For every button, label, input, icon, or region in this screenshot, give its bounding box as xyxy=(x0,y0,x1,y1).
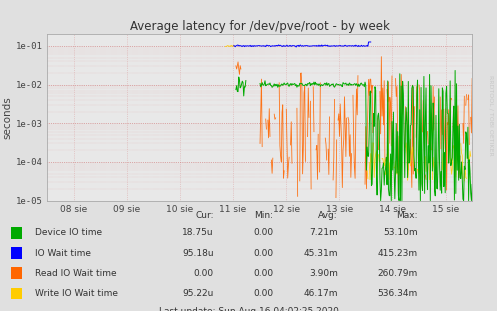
Text: Last update: Sun Aug 16 04:02:25 2020: Last update: Sun Aug 16 04:02:25 2020 xyxy=(159,307,338,311)
Text: Device IO time: Device IO time xyxy=(35,228,102,237)
Text: Read IO Wait time: Read IO Wait time xyxy=(35,269,116,278)
Text: 45.31m: 45.31m xyxy=(304,248,338,258)
Text: Avg:: Avg: xyxy=(319,211,338,220)
Text: Min:: Min: xyxy=(254,211,273,220)
Text: Cur:: Cur: xyxy=(195,211,214,220)
Title: Average latency for /dev/pve/root - by week: Average latency for /dev/pve/root - by w… xyxy=(130,20,390,33)
Text: 7.21m: 7.21m xyxy=(309,228,338,237)
Text: 53.10m: 53.10m xyxy=(383,228,417,237)
Text: 95.18u: 95.18u xyxy=(182,248,214,258)
Text: 46.17m: 46.17m xyxy=(304,289,338,298)
Text: 0.00: 0.00 xyxy=(194,269,214,278)
Text: 415.23m: 415.23m xyxy=(377,248,417,258)
Text: 0.00: 0.00 xyxy=(253,248,273,258)
Text: 18.75u: 18.75u xyxy=(182,228,214,237)
Text: 3.90m: 3.90m xyxy=(309,269,338,278)
Text: 95.22u: 95.22u xyxy=(182,289,214,298)
Y-axis label: seconds: seconds xyxy=(2,96,13,139)
Text: 0.00: 0.00 xyxy=(253,228,273,237)
Text: Max:: Max: xyxy=(396,211,417,220)
Text: RRDTOOL / TOBI OETIKER: RRDTOOL / TOBI OETIKER xyxy=(489,75,494,156)
Text: 536.34m: 536.34m xyxy=(377,289,417,298)
Text: 260.79m: 260.79m xyxy=(377,269,417,278)
Text: 0.00: 0.00 xyxy=(253,289,273,298)
Text: Write IO Wait time: Write IO Wait time xyxy=(35,289,118,298)
Text: 0.00: 0.00 xyxy=(253,269,273,278)
Text: IO Wait time: IO Wait time xyxy=(35,248,91,258)
